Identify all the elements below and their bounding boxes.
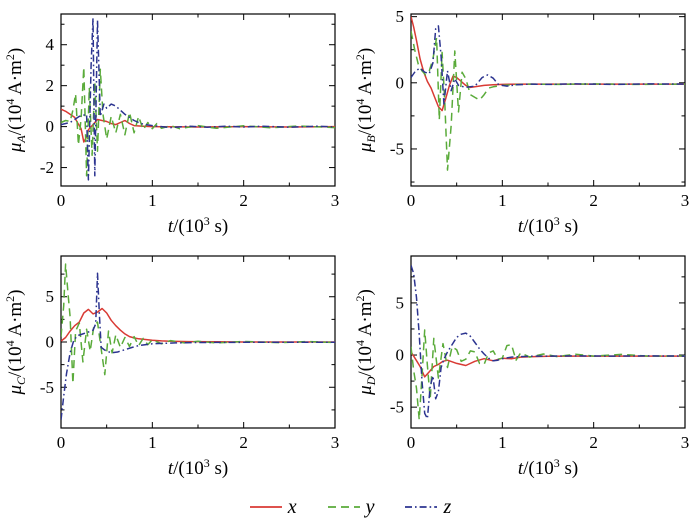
y-tick-label: 4 — [46, 35, 55, 54]
x-axis-label: t/(103 s) — [168, 456, 228, 479]
x-axis-label: t/(103 s) — [518, 214, 578, 237]
x-tick-label: 2 — [239, 433, 248, 452]
y-axis-label: μA/(104 A·m2) — [5, 48, 28, 153]
x-tick-label: 0 — [57, 191, 66, 210]
x-tick-label: 1 — [148, 433, 157, 452]
y-tick-label: 5 — [396, 293, 405, 312]
legend-line-z — [405, 506, 438, 508]
y-tick-label: -5 — [390, 398, 404, 417]
series-x — [411, 16, 685, 112]
x-tick-label: 3 — [681, 191, 690, 210]
chart-mu-B-canvas: 0 1 2 3 -5 0 5 t/(103 s) μB/(104 A·m2) — [355, 7, 690, 237]
x-tick-label: 1 — [498, 191, 507, 210]
legend-line-x — [249, 506, 282, 508]
chart-mu-B: 0 1 2 3 -5 0 5 t/(103 s) μB/(104 A·m2) — [350, 4, 700, 246]
y-tick-label: 5 — [396, 7, 405, 26]
series-z — [61, 272, 335, 420]
legend-item-x: x — [249, 497, 297, 517]
x-tick-label: 3 — [681, 433, 690, 452]
chart-mu-C-canvas: 0 1 2 3 -5 0 5 t/(103 s) μC/(104 A·m2) — [5, 255, 340, 479]
legend: x y z — [0, 488, 700, 526]
x-tick-label: 2 — [589, 433, 598, 452]
y-tick-label: 0 — [396, 73, 405, 92]
legend-label-y: y — [365, 496, 375, 518]
x-tick-label: 0 — [407, 191, 416, 210]
y-tick-label: -5 — [390, 139, 404, 158]
series-y — [411, 31, 685, 171]
y-tick-label: 5 — [46, 287, 55, 306]
x-tick-label: 2 — [589, 191, 598, 210]
y-tick-label: 0 — [396, 346, 405, 365]
legend-label-x: x — [287, 496, 297, 518]
x-tick-label: 0 — [57, 433, 66, 452]
series-y — [411, 329, 685, 421]
series-z — [411, 25, 685, 105]
series-x — [61, 307, 335, 343]
x-tick-label: 1 — [148, 191, 157, 210]
y-tick-label: 2 — [46, 76, 55, 95]
legend-line-y — [327, 506, 360, 508]
y-axis-label: μD/(104 A·m2) — [355, 289, 378, 396]
series-z — [61, 17, 335, 181]
series-y — [61, 66, 335, 177]
y-tick-label: 0 — [46, 117, 55, 136]
x-tick-label: 3 — [331, 433, 340, 452]
y-axis-label: μB/(104 A·m2) — [355, 48, 378, 153]
x-tick-label: 2 — [239, 191, 248, 210]
x-axis-label: t/(103 s) — [518, 456, 578, 479]
x-axis-label: t/(103 s) — [168, 214, 228, 237]
y-tick-label: 0 — [46, 333, 55, 352]
y-tick-label: -2 — [40, 158, 54, 177]
legend-label-z: z — [443, 496, 452, 518]
legend-item-z: z — [404, 497, 451, 517]
x-tick-label: 1 — [498, 433, 507, 452]
y-tick-label: -5 — [40, 378, 54, 397]
x-tick-label: 3 — [331, 191, 340, 210]
series-z — [411, 265, 685, 420]
legend-item-y: y — [327, 496, 375, 518]
x-tick-label: 0 — [407, 433, 416, 452]
y-axis-label: μC/(104 A·m2) — [5, 289, 28, 395]
chart-mu-C: 0 1 2 3 -5 0 5 t/(103 s) μC/(104 A·m2) — [0, 246, 350, 488]
series-y — [61, 263, 335, 385]
